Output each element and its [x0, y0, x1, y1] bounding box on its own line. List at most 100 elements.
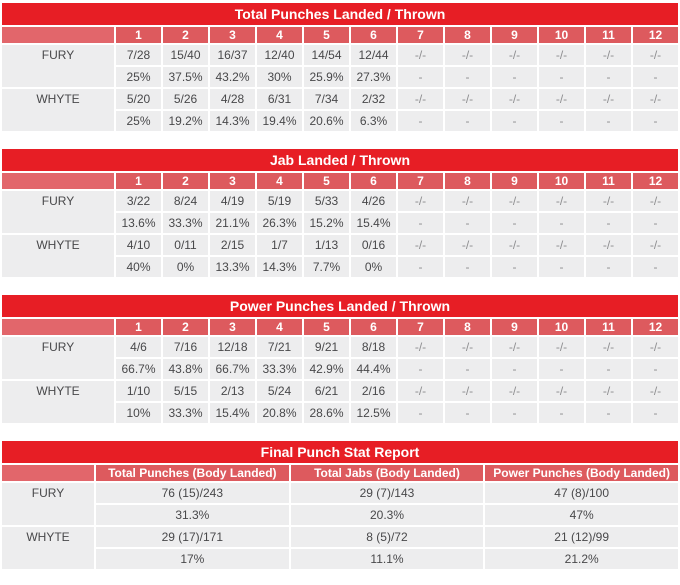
stat-cell: 2/15 [210, 235, 255, 255]
stat-cell: -/- [633, 89, 678, 109]
category-column-header: Total Punches (Body Landed) [96, 465, 289, 481]
accuracy-cell: - [586, 359, 631, 379]
round-column-header: 11 [586, 27, 631, 43]
table-title-row: Jab Landed / Thrown [2, 149, 678, 171]
round-column-header: 3 [210, 173, 255, 189]
accuracy-cell: 66.7% [116, 359, 161, 379]
round-column-header: 8 [445, 319, 490, 335]
stat-cell: 3/22 [116, 191, 161, 211]
accuracy-row: 10% 33.3% 15.4% 20.8% 28.6% 12.5% - - - - - - [2, 403, 678, 423]
accuracy-cell: - [586, 213, 631, 233]
stat-cell: 6/31 [257, 89, 302, 109]
accuracy-cell: 20.6% [304, 111, 349, 131]
stat-cell: -/- [445, 191, 490, 211]
accuracy-row: 25% 37.5% 43.2% 30% 25.9% 27.3% - - - - - - [2, 67, 678, 87]
stat-row: WHYTE 29 (17)/171 8 (5)/72 21 (12)/99 [2, 527, 678, 569]
accuracy-cell: 21.2% [485, 549, 678, 569]
accuracy-cell: - [398, 257, 443, 277]
round-column-header: 1 [116, 27, 161, 43]
accuracy-row: 13.6% 33.3% 21.1% 26.3% 15.2% 15.4% - - - - - - [2, 213, 678, 233]
stat-cell: 7/16 [163, 337, 208, 357]
accuracy-cell: 7.7% [304, 257, 349, 277]
accuracy-cell: 33.3% [163, 213, 208, 233]
accuracy-cell: 6.3% [351, 111, 396, 131]
stat-cell: 4/28 [210, 89, 255, 109]
accuracy-cell: 25.9% [304, 67, 349, 87]
stat-cell: 8 (5)/72 [290, 527, 484, 547]
fighter-label: FURY [2, 45, 114, 87]
round-column-header: 10 [539, 319, 584, 335]
accuracy-cell: 28.6% [304, 403, 349, 423]
accuracy-cell: 43.2% [210, 67, 255, 87]
accuracy-cell: - [492, 257, 537, 277]
accuracy-cell: - [586, 403, 631, 423]
accuracy-cell: 26.3% [257, 213, 302, 233]
accuracy-cell: 13.3% [210, 257, 255, 277]
fighter-label: FURY [2, 337, 114, 379]
round-column-header: 7 [398, 173, 443, 189]
category-column-header: Total Jabs (Body Landed) [290, 465, 484, 481]
stat-cell: 0/11 [163, 235, 208, 255]
stat-cell: -/- [445, 235, 490, 255]
stat-cell: -/- [539, 89, 584, 109]
accuracy-cell: - [633, 111, 678, 131]
accuracy-cell: 33.3% [163, 403, 208, 423]
table-title-row: Final Punch Stat Report [2, 441, 678, 463]
stat-row: WHYTE 4/10 0/11 2/15 1/7 1/13 0/16 -/- -/- -/- -/-… [2, 235, 678, 277]
stat-row: WHYTE 1/10 5/15 2/13 5/24 6/21 2/16 -/- -/- -/- -/… [2, 381, 678, 423]
round-column-header: 2 [163, 319, 208, 335]
accuracy-cell: - [539, 67, 584, 87]
empty-header-cell [2, 465, 94, 481]
accuracy-cell: - [633, 257, 678, 277]
fighter-label: FURY [2, 483, 94, 525]
round-column-header: 9 [492, 173, 537, 189]
stat-cell: 29 (7)/143 [290, 483, 484, 503]
accuracy-cell: - [445, 213, 490, 233]
fighter-label: WHYTE [2, 89, 114, 131]
accuracy-cell: - [445, 359, 490, 379]
accuracy-cell: 66.7% [210, 359, 255, 379]
round-column-header: 9 [492, 319, 537, 335]
accuracy-cell: - [445, 257, 490, 277]
round-column-header: 12 [633, 27, 678, 43]
stat-cell: 1/10 [116, 381, 161, 401]
accuracy-cell: 43.8% [163, 359, 208, 379]
stat-cell: 47 (8)/100 [485, 483, 678, 503]
column-header-row: Total Punches (Body Landed) Total Jabs (B… [2, 465, 678, 481]
accuracy-cell: - [398, 403, 443, 423]
stat-cell: 5/24 [257, 381, 302, 401]
round-column-header: 12 [633, 173, 678, 189]
stat-cell: -/- [445, 381, 490, 401]
accuracy-cell: 15.2% [304, 213, 349, 233]
table-title-row: Total Punches Landed / Thrown [2, 3, 678, 25]
accuracy-cell: - [539, 111, 584, 131]
accuracy-cell: 20.8% [257, 403, 302, 423]
accuracy-cell: 14.3% [257, 257, 302, 277]
table-title: Jab Landed / Thrown [2, 149, 678, 171]
accuracy-cell: - [398, 213, 443, 233]
stat-cell: 6/21 [304, 381, 349, 401]
round-column-header: 5 [304, 27, 349, 43]
accuracy-cell: 11.1% [290, 549, 484, 569]
stat-cell: 2/16 [351, 381, 396, 401]
accuracy-cell: - [539, 403, 584, 423]
stat-cell: 1/7 [257, 235, 302, 255]
accuracy-cell: - [633, 213, 678, 233]
accuracy-cell: - [539, 213, 584, 233]
accuracy-cell: 19.4% [257, 111, 302, 131]
accuracy-cell: 42.9% [304, 359, 349, 379]
round-column-header: 9 [492, 27, 537, 43]
accuracy-cell: 12.5% [351, 403, 396, 423]
accuracy-cell: 0% [163, 257, 208, 277]
fighter-label: WHYTE [2, 527, 94, 569]
stat-cell: 12/18 [210, 337, 255, 357]
final-report-table: Final Punch Stat Report Total Punches (Bo… [0, 439, 680, 571]
table-title: Power Punches Landed / Thrown [2, 295, 678, 317]
accuracy-cell: - [633, 359, 678, 379]
accuracy-cell: - [539, 359, 584, 379]
stat-cell: 4/10 [116, 235, 161, 255]
column-header-row: 1 2 3 4 5 6 7 8 9 10 11 12 [2, 319, 678, 335]
round-column-header: 12 [633, 319, 678, 335]
stat-cell: -/- [492, 89, 537, 109]
total-punches-table: Total Punches Landed / Thrown 1 2 3 4 5 6 7 8 9 10… [0, 1, 680, 133]
